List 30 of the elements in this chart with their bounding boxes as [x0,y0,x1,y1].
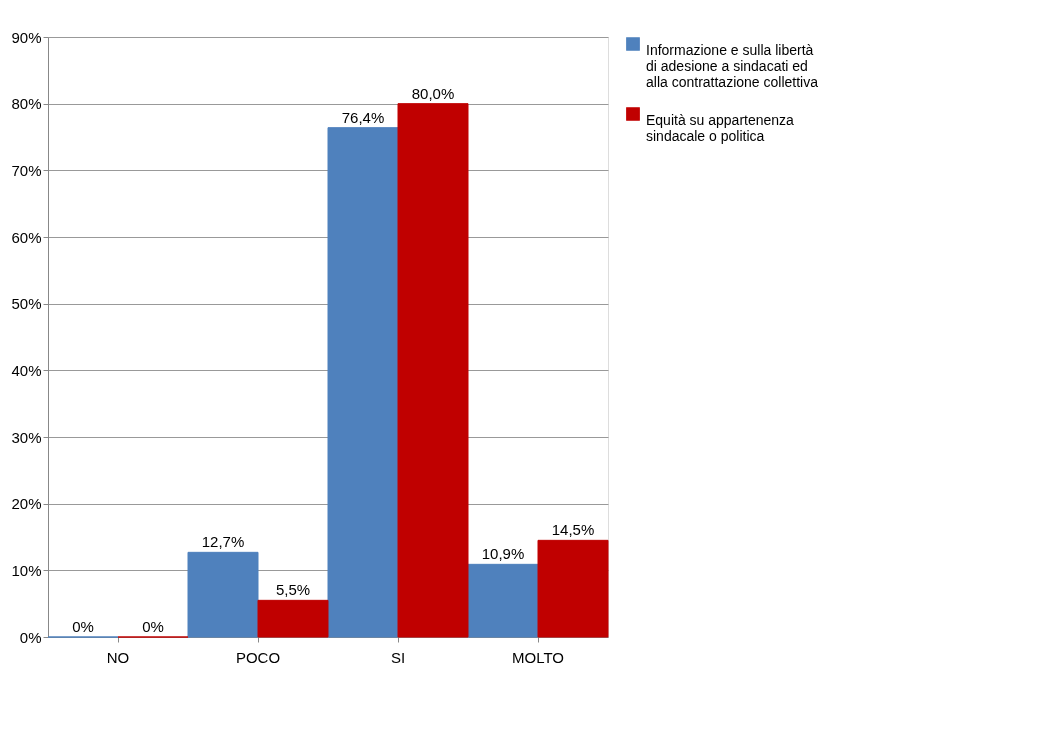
legend-label: Informazione e sulla libertà di adesione a sindacati ed alla contrattazione collettiva [646,42,819,90]
data-label: 14,5% [551,521,595,539]
y-tick-label: 50% [11,295,42,313]
data-label: 10,9% [481,545,525,563]
y-tick-label: 20% [11,495,42,513]
legend-label: Equità su appartenenza sindacale o politica [646,112,795,144]
x-tick-label: SI [390,648,406,666]
bar [467,563,539,638]
y-tick-label: 40% [11,361,42,379]
y-tick-label: 30% [11,428,42,446]
data-label: 0% [72,618,94,635]
bar [327,127,399,638]
y-tick-label: 0% [19,628,42,646]
bar [537,539,609,638]
data-label: 12,7% [201,533,245,551]
y-tick-label: 90% [11,28,42,46]
data-label: 76,4% [341,108,385,126]
bar [257,599,329,638]
data-label: 80,0% [411,84,455,102]
y-tick-label: 10% [11,561,42,579]
y-tick-label: 80% [11,95,42,113]
bar [187,551,259,638]
x-tick-label: NO [106,648,130,666]
y-tick-label: 70% [11,161,42,179]
bar [397,103,469,638]
x-tick-label: MOLTO [512,648,564,666]
x-tick-label: POCO [235,648,281,666]
y-tick-label: 60% [11,228,42,246]
data-label: 5,5% [275,581,311,599]
data-label: 0% [142,618,164,635]
